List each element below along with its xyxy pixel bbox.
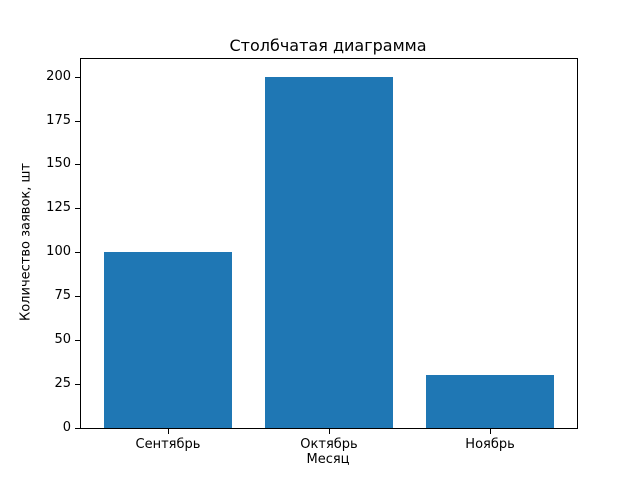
x-tick-label: Октябрь	[300, 437, 358, 452]
y-tick-label: 75	[54, 288, 71, 304]
y-tick-mark	[75, 428, 80, 429]
bar	[103, 252, 233, 428]
y-tick-mark	[75, 296, 80, 298]
y-tick-mark	[75, 76, 80, 78]
y-tick-mark	[75, 120, 80, 122]
y-tick-mark	[75, 340, 80, 342]
y-tick-label: 0	[62, 420, 71, 435]
plot-area: 0 25 50 75 100 125 150 175 200 Сентябрь Октябрь Ноя…	[46, 58, 578, 452]
y-tick-label: 50	[54, 332, 71, 348]
y-tick-label: 125	[46, 200, 71, 216]
y-tick-mark	[75, 252, 80, 254]
y-tick-mark	[75, 208, 80, 210]
x-tick-mark	[167, 429, 169, 434]
y-tick-label: 200	[46, 68, 71, 84]
y-axis-label: Количество заявок, шт	[18, 163, 34, 321]
chart-title: Столбчатая диаграмма	[229, 36, 427, 55]
y-tick-label: 100	[46, 244, 71, 260]
y-tick-mark	[75, 164, 80, 166]
x-tick-mark	[329, 429, 330, 434]
bar	[425, 375, 555, 428]
bar	[264, 76, 394, 428]
y-tick-label: 25	[54, 376, 71, 392]
y-tick-label: 175	[46, 112, 71, 128]
y-tick-mark	[75, 384, 80, 386]
x-tick-mark	[490, 429, 492, 434]
x-tick-label: Ноябрь	[465, 437, 515, 452]
x-axis-label: Месяц	[306, 452, 350, 467]
x-tick-label: Сентябрь	[135, 437, 201, 452]
y-tick-label: 150	[46, 156, 71, 172]
